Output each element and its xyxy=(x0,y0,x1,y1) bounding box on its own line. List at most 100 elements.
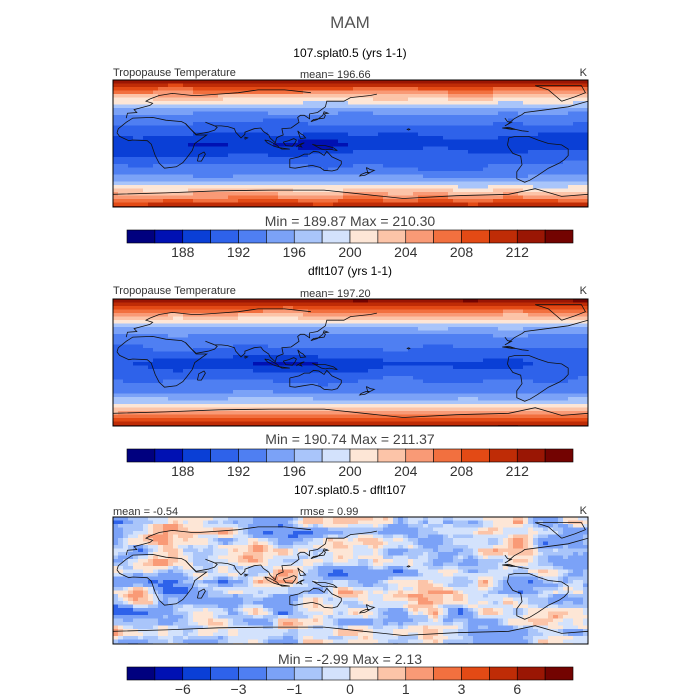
field-cell xyxy=(448,341,454,345)
field-cell xyxy=(168,199,174,203)
field-cell xyxy=(573,330,579,335)
field-cell xyxy=(138,202,144,207)
field-cell xyxy=(128,83,134,88)
field-cell xyxy=(548,125,554,130)
field-cell xyxy=(243,174,249,179)
field-cell xyxy=(193,153,199,158)
field-cell xyxy=(353,320,359,324)
field-cell xyxy=(383,306,389,310)
field-cell xyxy=(368,153,374,158)
field-cell xyxy=(363,199,369,203)
field-cell xyxy=(488,348,494,352)
field-cell xyxy=(303,83,309,88)
field-cell xyxy=(578,327,584,331)
field-cell xyxy=(238,129,244,133)
field-cell xyxy=(563,330,569,335)
field-cell xyxy=(328,320,334,324)
field-cell xyxy=(328,299,334,303)
field-cell xyxy=(208,83,214,88)
field-cell xyxy=(403,111,409,116)
field-cell xyxy=(283,118,289,123)
field-cell xyxy=(123,83,129,88)
field-cell xyxy=(233,115,239,119)
field-cell xyxy=(518,118,524,123)
field-cell xyxy=(583,167,588,172)
field-cell xyxy=(243,299,249,303)
field-cell xyxy=(528,192,534,196)
coastline xyxy=(197,151,206,162)
field-cell xyxy=(578,167,584,172)
field-cell xyxy=(158,185,164,189)
field-cell xyxy=(488,80,494,84)
field-cell xyxy=(268,195,274,200)
field-cell xyxy=(258,299,264,303)
field-cell xyxy=(113,94,119,98)
field-cell xyxy=(508,80,514,84)
field-cell xyxy=(498,334,504,338)
field-cell xyxy=(543,320,549,324)
field-cell xyxy=(478,348,484,352)
field-cell xyxy=(173,139,179,144)
colorbar-cell xyxy=(433,229,462,244)
field-cell xyxy=(538,348,544,352)
field-cell xyxy=(483,171,489,175)
field-cell xyxy=(213,129,219,133)
field-cell xyxy=(358,299,364,303)
field-cell xyxy=(403,316,409,321)
field-cell xyxy=(458,167,464,172)
field-cell xyxy=(398,178,404,182)
field-cell xyxy=(173,111,179,116)
field-cell xyxy=(478,87,484,91)
field-cell xyxy=(148,174,154,179)
field-cell xyxy=(133,185,139,189)
field-cell xyxy=(508,153,514,158)
field-cell xyxy=(528,97,534,102)
field-cell xyxy=(428,181,434,186)
field-cell xyxy=(268,309,274,314)
field-cell xyxy=(523,115,529,119)
field-cell xyxy=(323,122,329,126)
field-cell xyxy=(563,108,569,112)
field-cell xyxy=(213,104,219,109)
field-cell xyxy=(583,195,588,200)
field-cell xyxy=(248,195,254,200)
field-cell xyxy=(373,167,379,172)
colorbar-cell xyxy=(489,229,518,244)
field-cell xyxy=(138,136,144,140)
field-cell xyxy=(238,199,244,203)
field-cell xyxy=(553,337,559,342)
field-cell xyxy=(583,118,588,123)
field-cell xyxy=(203,125,209,130)
field-cell xyxy=(218,118,224,123)
field-cell xyxy=(353,143,359,147)
field-cell xyxy=(463,178,469,182)
field-cell xyxy=(153,118,159,123)
field-cell xyxy=(373,320,379,324)
field-cell xyxy=(123,164,129,168)
field-cell xyxy=(398,185,404,189)
field-cell xyxy=(403,195,409,200)
field-cell xyxy=(263,299,269,303)
field-cell xyxy=(438,344,444,349)
field-cell xyxy=(158,146,164,151)
field-cell xyxy=(538,174,544,179)
field-cell xyxy=(498,83,504,88)
field-cell xyxy=(268,181,274,186)
field-cell xyxy=(538,316,544,321)
field-cell xyxy=(253,195,259,200)
field-cell xyxy=(173,171,179,175)
field-cell xyxy=(498,132,504,137)
field-cell xyxy=(193,101,199,105)
field-cell xyxy=(273,122,279,126)
field-cell xyxy=(503,334,509,338)
field-cell xyxy=(128,306,134,310)
field-cell xyxy=(543,316,549,321)
field-cell xyxy=(318,167,324,172)
field-cell xyxy=(258,334,264,338)
field-cell xyxy=(408,309,414,314)
field-cell xyxy=(273,192,279,196)
field-cell xyxy=(298,185,304,189)
field-cell xyxy=(198,101,204,105)
field-cell xyxy=(418,157,424,161)
field-cell xyxy=(388,302,394,307)
